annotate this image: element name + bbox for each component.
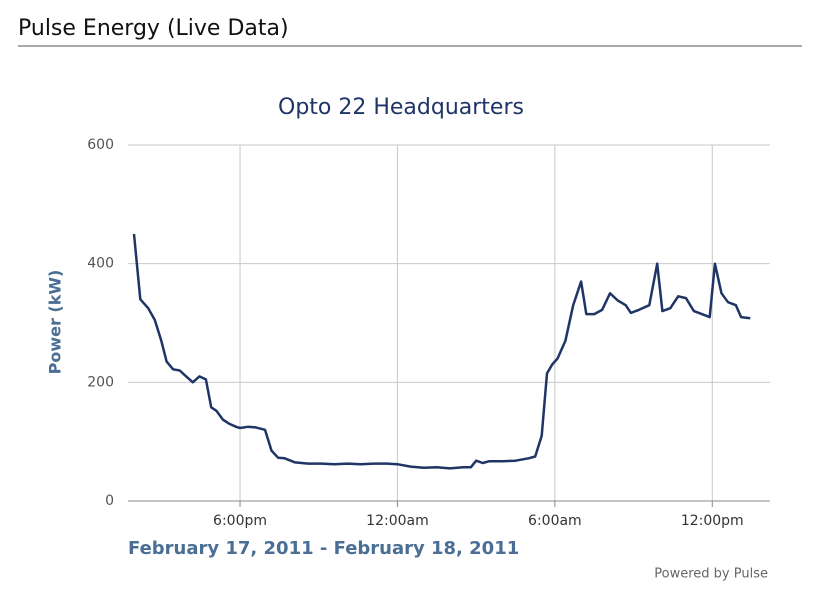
chart-title: Opto 22 Headquarters [278, 95, 524, 120]
x-tick-label: 12:00pm [681, 513, 744, 529]
x-tick-label: 12:00am [366, 513, 429, 529]
x-tick-label: 6:00pm [213, 513, 267, 529]
y-tick-label: 400 [87, 256, 114, 272]
x-axis-label: February 17, 2011 - February 18, 2011 [128, 538, 519, 559]
line [132, 233, 751, 470]
x-tick-label: 6:00am [528, 513, 582, 529]
plot: 0 200 400 600 6:00pm 12:00am 6:00am 12:00pm [87, 137, 770, 529]
y-tick-label: 0 [105, 493, 114, 509]
y-tick-label: 600 [87, 137, 114, 153]
header: Pulse Energy (Live Data) [18, 16, 289, 41]
y-tick-label: 200 [87, 374, 114, 390]
credit: Powered by Pulse [654, 567, 768, 582]
y-axis-label: Power (kW) [46, 270, 65, 375]
